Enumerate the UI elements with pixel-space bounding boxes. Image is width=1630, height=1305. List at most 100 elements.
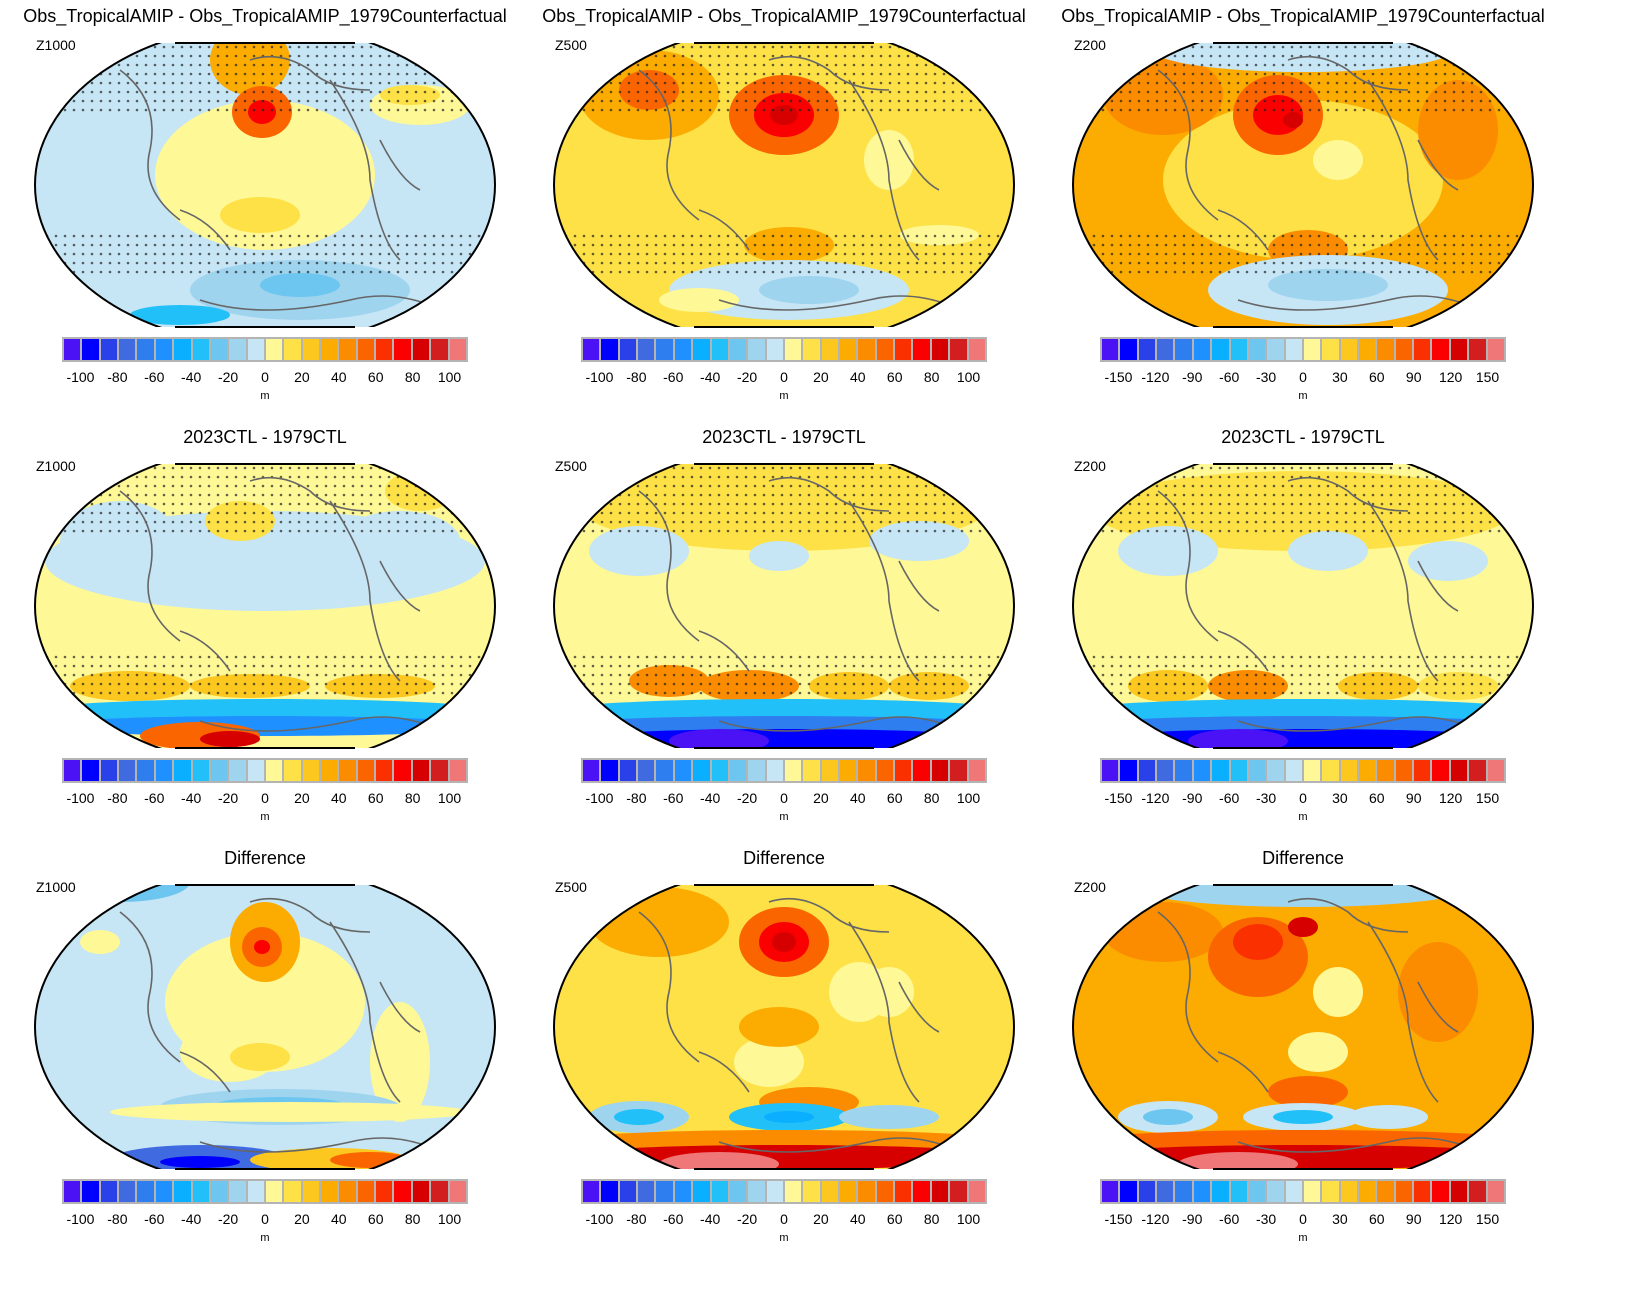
colorbar-tick-label: 20 bbox=[294, 1211, 310, 1227]
significance-stipple bbox=[554, 230, 1014, 275]
coastline bbox=[1157, 897, 1469, 1153]
colorbar-tick-label: -80 bbox=[626, 1211, 647, 1227]
significance-stipple bbox=[554, 43, 1014, 113]
colorbar-swatch bbox=[100, 1181, 118, 1202]
colorbar-swatch bbox=[192, 1181, 209, 1202]
colorbar-tick-label: -40 bbox=[700, 1211, 721, 1227]
contour-region bbox=[254, 940, 270, 954]
colorbar-tick-label: -60 bbox=[144, 1211, 165, 1227]
colorbar-swatch bbox=[357, 760, 375, 781]
colorbar-swatch bbox=[321, 1181, 338, 1202]
colorbar-swatch bbox=[137, 1181, 154, 1202]
pressure-level-label: Z500 bbox=[555, 458, 587, 474]
colorbar-tick-label: 100 bbox=[956, 1211, 981, 1227]
colorbar-swatch bbox=[693, 760, 710, 781]
contour-region bbox=[1398, 942, 1478, 1042]
contour-region bbox=[1283, 112, 1303, 128]
map-plot bbox=[553, 884, 1015, 1170]
contour-region bbox=[1118, 526, 1218, 576]
colorbar-swatch bbox=[583, 339, 600, 360]
colorbar-swatch bbox=[119, 1181, 136, 1202]
colorbar-tick-label: 90 bbox=[1405, 790, 1422, 806]
colorbar-tick-label: 80 bbox=[923, 369, 940, 385]
pressure-level-label: Z200 bbox=[1074, 458, 1106, 474]
colorbar-tick-label: -60 bbox=[663, 369, 684, 385]
map-plot bbox=[1072, 884, 1534, 1170]
colorbar-tick-label: -30 bbox=[1255, 790, 1277, 806]
colorbar-swatch bbox=[210, 760, 228, 781]
colorbar-tick-label: -120 bbox=[1141, 1211, 1170, 1227]
colorbar-tick-label: 0 bbox=[1299, 1211, 1307, 1227]
colorbar-swatch bbox=[693, 339, 710, 360]
colorbar-swatch bbox=[1193, 339, 1211, 360]
contour-region bbox=[130, 305, 230, 325]
colorbar-swatch bbox=[1230, 339, 1247, 360]
colorbar-tick-label: -40 bbox=[181, 790, 202, 806]
colorbar-swatch bbox=[137, 760, 154, 781]
colorbar-tick-label: -100 bbox=[66, 369, 95, 385]
colorbar-swatch bbox=[931, 1181, 949, 1202]
colorbar-swatch bbox=[1359, 339, 1376, 360]
colorbar-swatch bbox=[1395, 1181, 1413, 1202]
colorbar-swatch bbox=[895, 760, 912, 781]
colorbar-tick-label: -60 bbox=[663, 1211, 684, 1227]
panel-title: Obs_TropicalAMIP - Obs_TropicalAMIP_1979… bbox=[1061, 6, 1545, 26]
colorbar-swatch bbox=[1102, 1181, 1119, 1202]
contour-region bbox=[669, 729, 769, 748]
colorbar-swatch bbox=[1193, 1181, 1211, 1202]
significance-stipple bbox=[1073, 230, 1533, 275]
colorbar-tick-label: -150 bbox=[1104, 1211, 1133, 1227]
colorbar-swatch bbox=[638, 760, 655, 781]
contour-region bbox=[35, 716, 495, 736]
contour-region bbox=[839, 1105, 939, 1129]
colorbar-swatch bbox=[1138, 760, 1156, 781]
colorbar-swatch bbox=[895, 339, 912, 360]
contour-region bbox=[1288, 917, 1318, 937]
colorbar-tick-label: 0 bbox=[780, 369, 788, 385]
colorbar-tick-label: 0 bbox=[1299, 790, 1307, 806]
colorbar-swatch bbox=[1450, 339, 1468, 360]
colorbar-swatch bbox=[876, 760, 894, 781]
colorbar-swatch bbox=[840, 339, 857, 360]
colorbar-tick-label: -100 bbox=[585, 369, 614, 385]
contour-region bbox=[1313, 140, 1363, 180]
colorbar-tick-label: 100 bbox=[437, 369, 462, 385]
colorbar-tick-label: 0 bbox=[261, 369, 269, 385]
colorbar-swatch bbox=[1102, 760, 1119, 781]
colorbar-tick-label: -20 bbox=[736, 790, 758, 806]
contour-region bbox=[1313, 967, 1363, 1017]
colorbar-tick-label: -60 bbox=[663, 790, 684, 806]
colorbar-tick-label: -20 bbox=[736, 1211, 758, 1227]
colorbar-swatch bbox=[357, 339, 375, 360]
map-border bbox=[1072, 464, 1534, 748]
colorbar-tick-label: 20 bbox=[813, 369, 829, 385]
colorbar-swatch bbox=[412, 339, 430, 360]
contour-region bbox=[160, 1156, 240, 1168]
map-border bbox=[34, 43, 496, 327]
colorbar-swatch bbox=[821, 339, 839, 360]
colorbar-tick-label: -80 bbox=[107, 790, 128, 806]
colorbar-swatch bbox=[619, 339, 637, 360]
colorbar-swatch bbox=[174, 1181, 191, 1202]
colorbar bbox=[62, 337, 468, 362]
colorbar-tick-label: 40 bbox=[331, 369, 347, 385]
colorbar-swatch bbox=[1285, 760, 1302, 781]
coastline bbox=[119, 476, 431, 732]
colorbar-swatch bbox=[674, 760, 692, 781]
colorbar-swatch bbox=[1175, 760, 1192, 781]
colorbar-swatch bbox=[601, 1181, 618, 1202]
colorbar-swatch bbox=[711, 1181, 728, 1202]
colorbar bbox=[1100, 758, 1506, 783]
colorbar-tick-label: 0 bbox=[780, 1211, 788, 1227]
contour-region bbox=[1233, 924, 1283, 960]
map-border bbox=[34, 464, 496, 748]
colorbar-swatch bbox=[192, 339, 209, 360]
colorbar-tick-label: 60 bbox=[1369, 790, 1385, 806]
contour-region bbox=[772, 932, 796, 952]
colorbar-swatch bbox=[913, 1181, 930, 1202]
colorbar-swatch bbox=[1340, 339, 1358, 360]
coastline bbox=[1157, 476, 1469, 732]
colorbar-swatch bbox=[968, 1181, 985, 1202]
colorbar-swatch bbox=[1303, 1181, 1321, 1202]
panel-title: Obs_TropicalAMIP - Obs_TropicalAMIP_1979… bbox=[23, 6, 507, 26]
